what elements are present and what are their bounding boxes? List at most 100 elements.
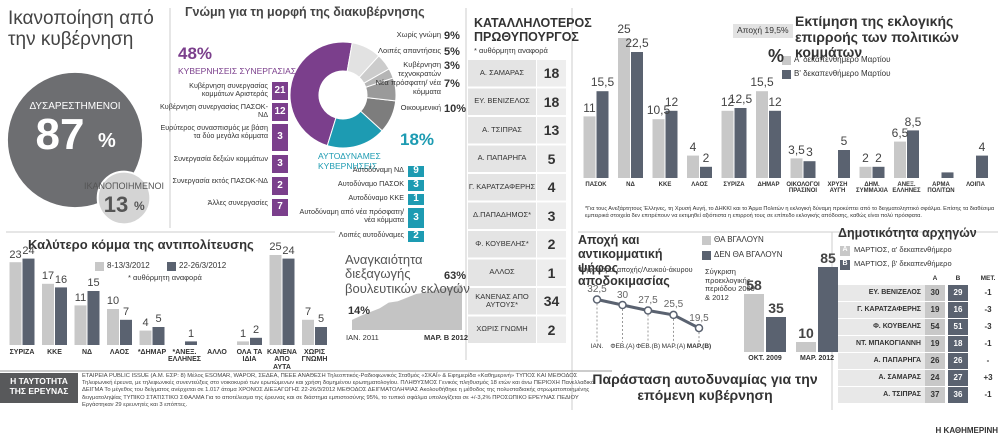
row-name: Φ. ΚΟΥΒΕΛΗΣ <box>873 323 921 330</box>
row-value: 3 <box>547 207 556 224</box>
x-tick-label: ΝΔ <box>81 349 93 356</box>
area <box>352 284 462 330</box>
cell-value: 16 <box>953 305 963 314</box>
chart-title: Αναγκαιότητα διεξαγωγής βουλευτικών εκλο… <box>345 252 470 296</box>
x-tick-label: ΧΡΥΣΗ ΑΥΓΗ <box>827 182 848 195</box>
breakdown-value: 1 <box>413 193 419 204</box>
row-bg <box>838 319 926 335</box>
cell-b <box>948 387 968 403</box>
legend-key: Α <box>842 246 848 253</box>
row-value: 1 <box>547 264 556 281</box>
cell-value: 19 <box>930 339 940 348</box>
x-tick-label: ΠΑΣΟΚ <box>585 182 607 188</box>
bar <box>618 38 630 178</box>
donut-segment <box>289 41 353 147</box>
bar <box>769 110 781 178</box>
row-value: 13 <box>543 122 560 138</box>
value-label: 12 <box>720 95 735 110</box>
legend-swatch <box>840 246 850 256</box>
x-tick-label: ΑΝΕΞ. ΕΛΛΗΝΕΣ <box>892 182 921 195</box>
value-label: 17 <box>41 270 55 283</box>
bubble-value: 87 <box>35 110 85 159</box>
value-label: 4 <box>142 316 149 329</box>
footer-heading: Η ΤΑΥΤΟΤΗΤΑ ΤΗΣ ΕΡΕΥΝΑΣ <box>9 376 69 396</box>
legend-swatch <box>702 236 711 245</box>
row-bg <box>537 60 566 87</box>
x-tick-label: ΦΕΒ.(Α) <box>610 343 635 350</box>
chart-subtitle: * αυθόρμητη αναφορά <box>474 46 548 55</box>
row-name: Γ. ΚΑΡΑΤΖΑΦΕΡΗΣ <box>857 306 921 313</box>
bar <box>652 119 665 178</box>
cell-change: -1 <box>984 390 992 399</box>
x-tick-label: ΣΥΡΙΖΑ <box>9 349 35 356</box>
cell-a <box>925 302 945 318</box>
breakdown-box <box>272 177 288 195</box>
unit-label: % <box>98 130 116 152</box>
breakdown-value: 3 <box>277 157 283 169</box>
x-tick-label: ΟΚΤ. 2009 <box>748 355 782 362</box>
value-label: 16 <box>54 273 68 286</box>
x-tick-label: ΝΔ <box>626 182 635 188</box>
row-label: Φ. ΚΟΥΒΕΛΗΣ* <box>475 238 529 248</box>
value-label: 6,5 <box>891 125 909 140</box>
value-label: 12 <box>664 95 679 110</box>
row-bg <box>468 202 536 229</box>
bar <box>796 342 816 352</box>
breakdown-box <box>272 124 288 151</box>
row-bg <box>468 316 536 343</box>
value-label: 32,5 <box>587 284 607 295</box>
row-bg <box>838 387 926 403</box>
cell-value: 18 <box>953 339 963 348</box>
row-value: 34 <box>543 293 560 309</box>
segment-value: 10% <box>444 103 467 115</box>
row-bg <box>838 353 926 369</box>
row-bg <box>537 145 566 172</box>
unit-label: % <box>134 199 145 213</box>
cell-value: 29 <box>953 288 963 297</box>
row-value: 18 <box>543 93 560 110</box>
row-bg <box>537 117 566 144</box>
bar <box>859 166 872 178</box>
cell-value: 26 <box>930 356 940 365</box>
bar <box>700 166 712 178</box>
value-label: 8,5 <box>904 114 922 129</box>
bubble-label: ΔΥΣΑΡΕΣΤΗΜΕΝΟΙ <box>29 101 121 112</box>
bubble-label: ΙΚΑΝΟΠΟΙΗΜΕΝΟΙ <box>83 181 164 191</box>
value-label: 15 <box>87 277 100 290</box>
cell-a <box>925 353 945 369</box>
cell-value: 30 <box>930 288 940 297</box>
x-tick-label: ΚΚΕ <box>658 182 672 188</box>
bar <box>152 327 165 345</box>
row-name: ΝΤ. ΜΠΑΚΟΓΙΑΝΝΗ <box>856 340 921 347</box>
value-label: 25 <box>269 241 282 254</box>
x-tick-label: ΟΛΑ ΤΑ ΙΔΙΑ <box>236 349 263 364</box>
row-label: ΚΑΝΕΝΑΣ ΑΠΟ ΑΥΤΟΥΣ* <box>475 291 529 310</box>
x-tick-label: ΔΗΜΑΡ <box>757 182 780 188</box>
value-label: 5 <box>840 134 848 149</box>
value-label: 10 <box>106 295 120 308</box>
breakdown-value: 21 <box>274 84 286 96</box>
value-label: 1 <box>239 327 247 340</box>
point <box>592 295 602 304</box>
x-tick-label: ΚΑΝΕΝΑ ΑΠΟ ΑΥΤΑ <box>267 349 297 371</box>
bar <box>744 294 764 352</box>
cell-change: -1 <box>984 288 992 297</box>
value-label: 30 <box>616 289 629 301</box>
point <box>694 323 704 333</box>
cell-b <box>948 302 968 318</box>
row-label: Α. ΣΑΜΑΡΑΣ <box>479 67 525 77</box>
value-label: 35 <box>768 299 784 316</box>
breakdown-value: 3 <box>413 211 419 223</box>
bar <box>838 150 850 178</box>
breakdown-box <box>272 82 288 100</box>
row-bg <box>468 174 536 201</box>
legend-label: Α' δεκαπενθήμερο Μαρτίου <box>794 55 891 64</box>
row-bg <box>838 302 926 318</box>
value-label: 2 <box>875 151 882 166</box>
segment-label: Κυβέρνηση τεχνοκρατών <box>398 60 441 78</box>
cell-b <box>948 319 968 335</box>
row-value: 5 <box>547 150 556 167</box>
unit-label: % <box>768 46 785 66</box>
row-bg <box>838 336 926 352</box>
chart-subtitle: Ψηφοφόροι αποχής/Λευκού-άκυρου <box>578 265 693 274</box>
